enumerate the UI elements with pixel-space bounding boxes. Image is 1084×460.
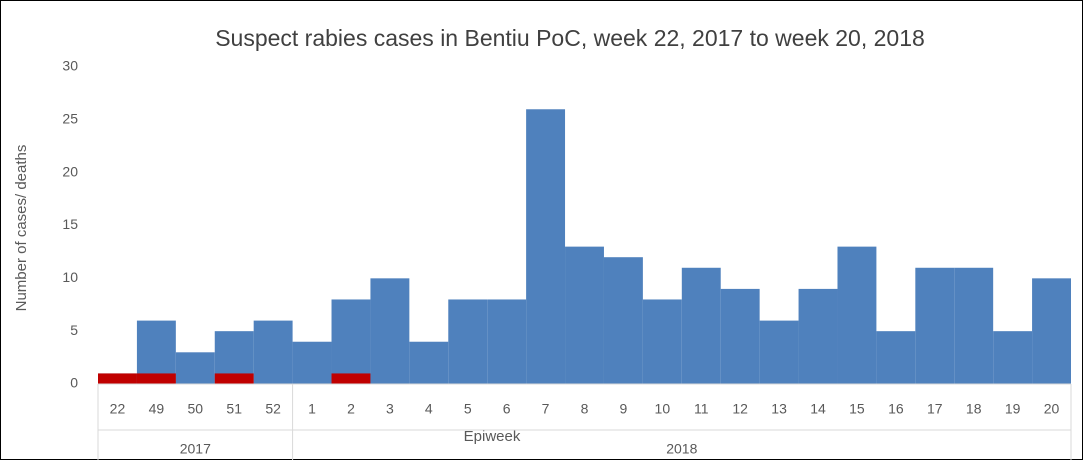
bar (136, 373, 176, 384)
bar (98, 373, 137, 384)
x-tick-label: 51 (226, 401, 242, 417)
bar (565, 246, 604, 384)
y-tick-label: 30 (62, 58, 78, 74)
bar (370, 278, 410, 384)
bar (331, 299, 371, 384)
x-tick-label: 13 (771, 401, 787, 417)
bar (292, 341, 332, 384)
bar (993, 331, 1033, 384)
bar (681, 267, 721, 384)
bar (798, 288, 838, 384)
x-tick-label: 17 (927, 401, 943, 417)
y-tick-label: 5 (70, 322, 78, 338)
bar (759, 320, 799, 384)
bar (915, 267, 955, 384)
x-tick-label: 19 (1005, 401, 1021, 417)
x-tick-label: 16 (888, 401, 904, 417)
x-tick-label: 15 (849, 401, 865, 417)
x-tick-label: 12 (732, 401, 748, 417)
x-tick-label: 2 (347, 401, 355, 417)
x-tick-label: 10 (655, 401, 671, 417)
chart-title: Suspect rabies cases in Bentiu PoC, week… (215, 25, 925, 51)
x-tick-label: 52 (265, 401, 281, 417)
x-tick-label: 14 (810, 401, 826, 417)
x-tick-label: 18 (966, 401, 982, 417)
x-tick-label: 4 (425, 401, 433, 417)
bar (214, 373, 254, 384)
bar (642, 299, 682, 384)
y-axis-title: Number of cases/ deaths (13, 145, 30, 312)
bar (409, 341, 449, 384)
bar (253, 320, 293, 384)
x-tick-label: 5 (464, 401, 472, 417)
bar (331, 373, 371, 384)
y-tick-label: 10 (62, 269, 78, 285)
y-tick-label: 15 (62, 216, 78, 232)
bar (720, 288, 760, 384)
x-tick-label: 49 (149, 401, 165, 417)
y-tick-label: 25 (62, 111, 78, 127)
x-tick-label: 22 (110, 401, 126, 417)
x-tick-label: 3 (386, 401, 394, 417)
x-tick-label: 11 (694, 401, 709, 417)
bar (1032, 278, 1071, 384)
bar (954, 267, 994, 384)
y-tick-label: 20 (62, 163, 78, 179)
x-tick-label: 20 (1044, 401, 1060, 417)
x-tick-label: 6 (503, 401, 511, 417)
bar (603, 257, 643, 384)
x-group-label: 2018 (666, 441, 697, 457)
x-tick-label: 9 (620, 401, 628, 417)
bar (487, 299, 527, 384)
bar (526, 109, 566, 385)
bar (837, 246, 877, 384)
bar (876, 331, 916, 384)
bar (175, 352, 215, 384)
y-tick-label: 0 (70, 375, 78, 391)
x-tick-label: 7 (542, 401, 550, 417)
x-tick-label: 50 (188, 401, 204, 417)
x-tick-label: 1 (308, 401, 316, 417)
x-tick-label: 8 (581, 401, 589, 417)
x-group-label: 2017 (180, 441, 211, 457)
bar (448, 299, 488, 384)
x-axis-title: Epiweek (464, 428, 521, 445)
